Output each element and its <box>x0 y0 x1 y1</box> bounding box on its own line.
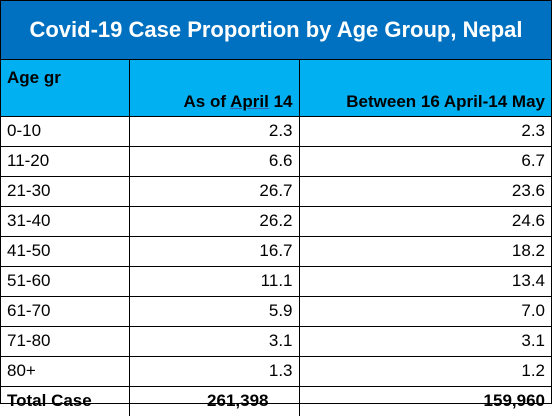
between-16-april-14-may-cell: 1.2 <box>298 355 551 387</box>
age-cell: 41-50 <box>1 235 130 267</box>
age-cell: 11-20 <box>1 145 130 177</box>
age-cell: 51-60 <box>1 265 130 297</box>
age-cell: 21-30 <box>1 175 130 207</box>
header-between-16-april-14-may: Between 16 April-14 May <box>298 60 551 117</box>
between-16-april-14-may-cell: 13.4 <box>298 265 551 297</box>
as-of-april-14-cell: 16.7 <box>128 235 300 267</box>
table-row: 0-10 2.3 2.3 <box>1 115 551 147</box>
age-cell: 80+ <box>1 355 130 387</box>
table-row: 61-70 5.9 7.0 <box>1 295 551 327</box>
case-proportion-table: Age gr As of April 14 Between 16 April-1… <box>1 60 551 416</box>
between-16-april-14-may-cell: 3.1 <box>298 325 551 357</box>
age-cell: 61-70 <box>1 295 130 327</box>
age-cell: 0-10 <box>1 115 130 147</box>
total-as-of-april-14: 261,398 <box>128 385 300 416</box>
between-16-april-14-may-cell: 18.2 <box>298 235 551 267</box>
table-row: 31-40 26.2 24.6 <box>1 205 551 237</box>
table-title: Covid-19 Case Proportion by Age Group, N… <box>1 1 551 60</box>
table-row: 41-50 16.7 18.2 <box>1 235 551 267</box>
between-16-april-14-may-cell: 7.0 <box>298 295 551 327</box>
header-age-group: Age gr <box>1 60 130 117</box>
table-row: 80+ 1.3 1.2 <box>1 355 551 387</box>
between-16-april-14-may-cell: 6.7 <box>298 145 551 177</box>
header-a-suffix: 14 <box>268 91 293 111</box>
as-of-april-14-cell: 1.3 <box>128 355 300 387</box>
as-of-april-14-cell: 6.6 <box>128 145 300 177</box>
as-of-april-14-cell: 11.1 <box>128 265 300 297</box>
table-row: 71-80 3.1 3.1 <box>1 325 551 357</box>
age-cell: 31-40 <box>1 205 130 237</box>
header-row: Age gr As of April 14 Between 16 April-1… <box>1 60 551 117</box>
between-16-april-14-may-cell: 23.6 <box>298 175 551 207</box>
as-of-april-14-cell: 5.9 <box>128 295 300 327</box>
total-row: Total Case 261,398 159,960 <box>1 385 551 416</box>
header-a-prefix: As of <box>183 91 231 111</box>
header-as-of-april-14: As of April 14 <box>128 60 300 117</box>
as-of-april-14-cell: 26.7 <box>128 175 300 207</box>
total-label: Total Case <box>1 385 130 416</box>
table-row: 11-20 6.6 6.7 <box>1 145 551 177</box>
as-of-april-14-cell: 2.3 <box>128 115 300 147</box>
as-of-april-14-cell: 26.2 <box>128 205 300 237</box>
age-cell: 71-80 <box>1 325 130 357</box>
between-16-april-14-may-cell: 2.3 <box>298 115 551 147</box>
header-a-underlined: April <box>230 91 269 111</box>
as-of-april-14-cell: 3.1 <box>128 325 300 357</box>
between-16-april-14-may-cell: 24.6 <box>298 205 551 237</box>
total-between-16-april-14-may: 159,960 <box>298 385 551 416</box>
table-row: 21-30 26.7 23.6 <box>1 175 551 207</box>
table-row: 51-60 11.1 13.4 <box>1 265 551 297</box>
